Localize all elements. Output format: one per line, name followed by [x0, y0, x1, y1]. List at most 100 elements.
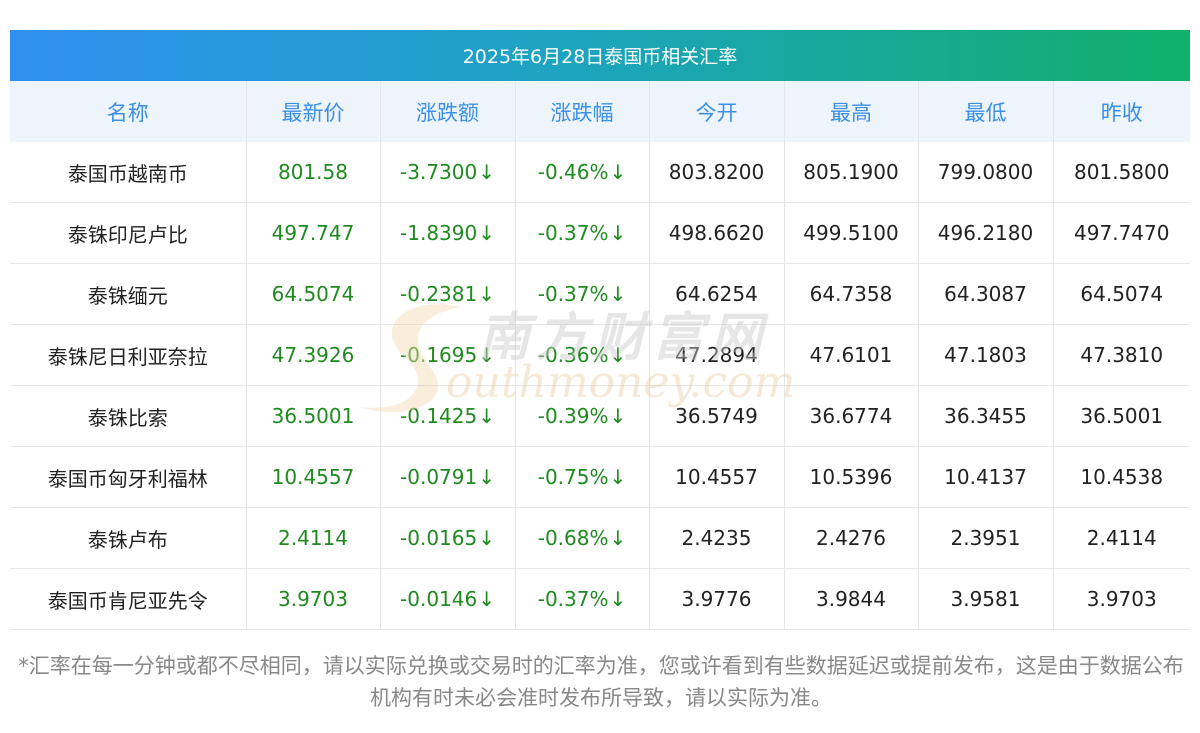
down-arrow-icon: ↓ — [478, 404, 495, 428]
cell-name-value: 泰国币匈牙利福林 — [47, 466, 208, 491]
cell-prev-close: 2.4114 — [1053, 507, 1190, 569]
cell-open-value: 64.6254 — [675, 282, 758, 306]
down-arrow-icon: ↓ — [478, 526, 495, 550]
cell-change: -0.2381↓ — [380, 263, 516, 325]
cell-low: 799.0800 — [918, 142, 1054, 203]
cell-latest: 3.9703 — [246, 568, 381, 630]
cell-high-value: 805.1900 — [803, 160, 899, 184]
cell-prev-close: 10.4538 — [1053, 446, 1190, 508]
cell-change-value: -0.0146 — [400, 587, 478, 611]
cell-high-value: 47.6101 — [809, 343, 893, 367]
cell-latest-value: 36.5001 — [271, 404, 355, 428]
table-header-row: 名称 最新价 涨跌额 涨跌幅 今开 最高 最低 昨收 — [10, 81, 1190, 142]
header-name: 名称 — [10, 81, 247, 142]
down-arrow-icon: ↓ — [609, 465, 627, 489]
cell-open-value: 36.5749 — [675, 404, 758, 428]
cell-change-pct: -0.36%↓ — [515, 324, 650, 386]
cell-name-value: 泰铢缅元 — [87, 283, 168, 308]
cell-change: -0.0146↓ — [380, 568, 516, 630]
cell-name: 泰国币肯尼亚先令 — [10, 568, 247, 630]
cell-change: -0.0165↓ — [380, 507, 516, 569]
cell-prev-close-value: 497.7470 — [1074, 221, 1170, 245]
cell-low: 10.4137 — [918, 446, 1054, 508]
cell-open-value: 3.9776 — [681, 587, 752, 611]
cell-name: 泰铢缅元 — [10, 263, 247, 325]
cell-latest-value: 10.4557 — [271, 465, 355, 489]
cell-change: -0.1425↓ — [380, 385, 516, 447]
table-row: 泰铢缅元 64.5074 -0.2381↓ -0.37%↓ 64.6254 64.7358… — [10, 263, 1190, 325]
cell-name-value: 泰国币肯尼亚先令 — [47, 588, 208, 613]
cell-high-value: 3.9844 — [816, 587, 886, 611]
cell-open: 47.2894 — [649, 324, 785, 386]
down-arrow-icon: ↓ — [609, 221, 627, 245]
down-arrow-icon: ↓ — [478, 465, 495, 489]
cell-high: 36.6774 — [784, 385, 919, 447]
down-arrow-icon: ↓ — [609, 587, 627, 611]
cell-latest: 47.3926 — [246, 324, 381, 386]
down-arrow-icon: ↓ — [609, 404, 627, 428]
cell-open: 36.5749 — [649, 385, 785, 447]
header-latest: 最新价 — [246, 81, 381, 142]
table-row: 泰铢比索 36.5001 -0.1425↓ -0.39%↓ 36.5749 36.6774… — [10, 385, 1190, 447]
cell-low-value: 36.3455 — [944, 404, 1027, 428]
cell-change-value: -1.8390 — [400, 221, 478, 245]
cell-change-pct: -0.39%↓ — [515, 385, 650, 447]
cell-change-pct: -0.37%↓ — [515, 568, 650, 630]
down-arrow-icon: ↓ — [478, 587, 495, 611]
cell-high-value: 10.5396 — [809, 465, 893, 489]
cell-low-value: 496.2180 — [937, 221, 1034, 245]
cell-prev-close-value: 47.3810 — [1080, 343, 1164, 367]
cell-high: 3.9844 — [784, 568, 919, 630]
cell-high: 10.5396 — [784, 446, 919, 508]
cell-open-value: 2.4235 — [681, 526, 752, 550]
cell-low: 3.9581 — [918, 568, 1054, 630]
table-title: 2025年6月28日泰国币相关汇率 — [10, 30, 1190, 81]
table-row: 泰国币肯尼亚先令 3.9703 -0.0146↓ -0.37%↓ 3.9776 3.984… — [10, 568, 1190, 630]
table-row: 泰铢卢布 2.4114 -0.0165↓ -0.68%↓ 2.4235 2.4276 2.3… — [10, 507, 1190, 569]
cell-change-value: -0.0165 — [400, 526, 478, 550]
cell-low-value: 2.3951 — [950, 526, 1021, 550]
cell-open-value: 498.6620 — [668, 221, 765, 245]
cell-name-value: 泰铢印尼卢比 — [67, 222, 188, 247]
cell-change-pct: -0.75%↓ — [515, 446, 650, 508]
cell-low-value: 3.9581 — [950, 587, 1021, 611]
cell-change-value: -0.0791 — [400, 465, 478, 489]
cell-change-pct: -0.37%↓ — [515, 263, 650, 325]
cell-name: 泰铢比索 — [10, 385, 247, 447]
cell-change-value: -0.1695 — [400, 343, 478, 367]
cell-change: -3.7300↓ — [380, 142, 516, 203]
cell-change-pct-value: -0.36% — [537, 343, 609, 367]
cell-change-pct-value: -0.37% — [537, 221, 609, 245]
cell-change-pct: -0.37%↓ — [515, 202, 650, 264]
cell-open: 64.6254 — [649, 263, 785, 325]
cell-open-value: 47.2894 — [675, 343, 758, 367]
table-row: 泰铢尼日利亚奈拉 47.3926 -0.1695↓ -0.36%↓ 47.2894 47.… — [10, 324, 1190, 386]
header-low: 最低 — [918, 81, 1054, 142]
cell-prev-close-value: 64.5074 — [1080, 282, 1164, 306]
cell-open: 803.8200 — [649, 142, 785, 203]
cell-latest-value: 497.747 — [271, 221, 355, 245]
cell-name: 泰国币匈牙利福林 — [10, 446, 247, 508]
cell-low-value: 64.3087 — [944, 282, 1027, 306]
cell-latest-value: 3.9703 — [278, 587, 348, 611]
cell-latest: 64.5074 — [246, 263, 381, 325]
down-arrow-icon: ↓ — [478, 160, 495, 184]
cell-change: -1.8390↓ — [380, 202, 516, 264]
cell-change-pct-value: -0.46% — [537, 160, 609, 184]
cell-prev-close: 801.5800 — [1053, 142, 1190, 203]
cell-change-pct: -0.68%↓ — [515, 507, 650, 569]
table-row: 泰国币越南币 801.58 -3.7300↓ -0.46%↓ 803.8200 805.1… — [10, 142, 1190, 203]
cell-open: 10.4557 — [649, 446, 785, 508]
cell-change-pct-value: -0.75% — [537, 465, 609, 489]
cell-latest-value: 64.5074 — [271, 282, 355, 306]
cell-change: -0.0791↓ — [380, 446, 516, 508]
cell-latest-value: 2.4114 — [278, 526, 348, 550]
cell-latest-value: 47.3926 — [271, 343, 355, 367]
cell-high: 2.4276 — [784, 507, 919, 569]
cell-name-value: 泰铢比索 — [87, 405, 168, 430]
cell-prev-close: 497.7470 — [1053, 202, 1190, 264]
cell-low-value: 47.1803 — [944, 343, 1027, 367]
cell-name-value: 泰国币越南币 — [67, 161, 188, 186]
cell-low-value: 799.0800 — [937, 160, 1034, 184]
cell-change-pct: -0.46%↓ — [515, 142, 650, 203]
